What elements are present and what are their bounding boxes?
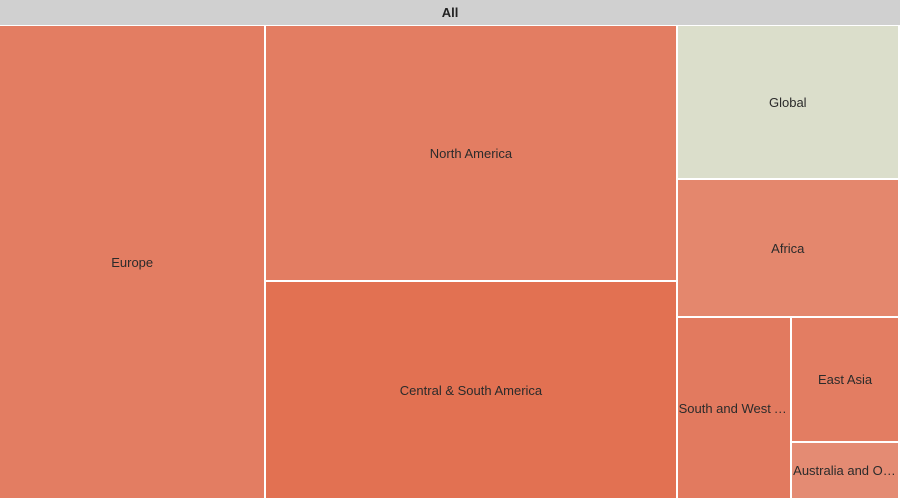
breadcrumb-all[interactable]: All <box>0 0 900 26</box>
tile-europe[interactable]: Europe <box>0 26 267 500</box>
tile-label-africa: Africa <box>771 240 805 256</box>
tile-south-and-west-asia[interactable]: South and West Asia <box>677 318 793 500</box>
treemap-area: Europe North America Central & South Ame… <box>0 26 900 500</box>
tile-label-north-america: North America <box>429 145 513 161</box>
tile-label-global: Global <box>768 94 807 110</box>
tile-australia-and-oceania[interactable]: Australia and Oceania <box>792 443 900 500</box>
tile-north-america[interactable]: North America <box>266 26 678 283</box>
tile-label-central-south-america: Central & South America <box>399 382 543 398</box>
tile-label-south-and-west-asia: South and West Asia <box>678 400 791 416</box>
tile-central-south-america[interactable]: Central & South America <box>266 282 678 500</box>
breadcrumb-label: All <box>441 5 459 20</box>
tile-label-east-asia: East Asia <box>817 372 873 388</box>
tile-africa[interactable]: Africa <box>677 180 900 319</box>
tile-label-australia-and-oceania: Australia and Oceania <box>793 463 898 479</box>
tile-east-asia[interactable]: East Asia <box>792 318 900 444</box>
tile-label-europe: Europe <box>111 254 154 270</box>
tile-global[interactable]: Global <box>677 26 900 181</box>
